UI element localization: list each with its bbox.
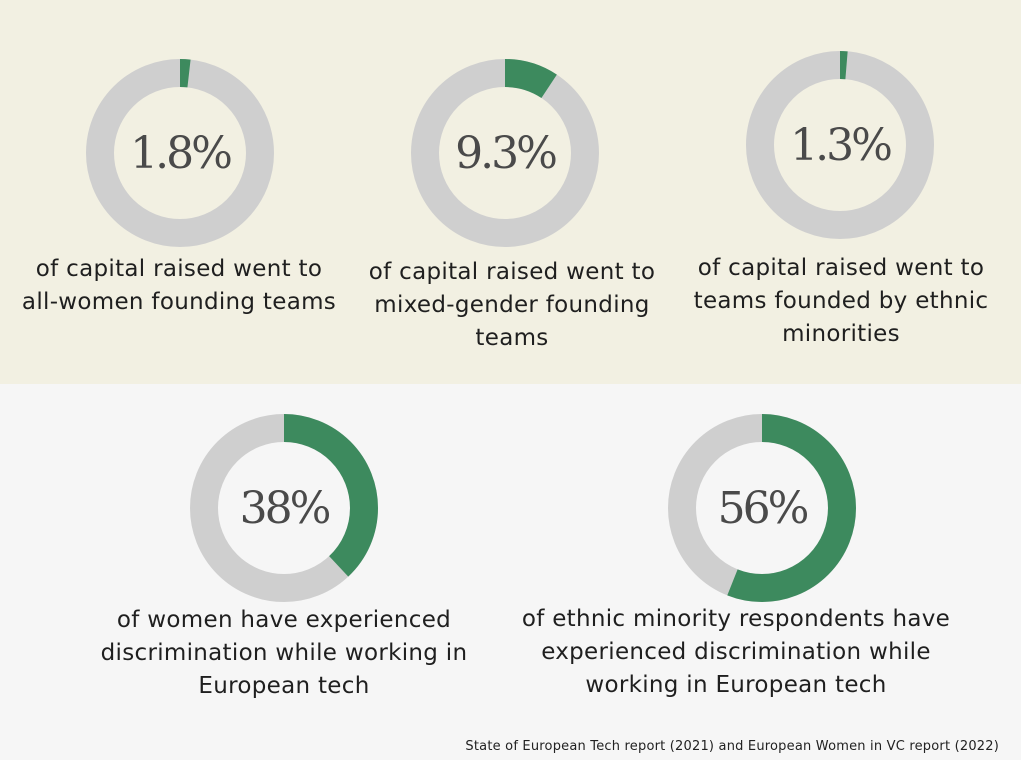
donut-mixed-gender-teams: 9.3% xyxy=(411,59,599,247)
bottom-section-background xyxy=(0,384,1021,760)
donut-percent-label: 1.3% xyxy=(790,120,891,171)
donut-percent-label: 56% xyxy=(718,483,808,534)
donut-value-arc xyxy=(746,51,934,239)
caption-mixed-gender-teams: of capital raised went to mixed-gender f… xyxy=(368,259,656,351)
donut-value-arc xyxy=(86,59,274,247)
donut-value-arc xyxy=(411,59,599,247)
donut-ethnic-minority-discrimination: 56% xyxy=(668,414,856,602)
donut-women-discrimination: 38% xyxy=(190,414,378,602)
caption-ethnic-minority-teams: of capital raised went to teams founded … xyxy=(693,255,989,347)
caption-women-discrimination: of women have experienced discrimination… xyxy=(100,607,468,699)
donut-percent-label: 38% xyxy=(240,483,330,534)
donut-value-arc xyxy=(668,414,856,602)
caption-all-women-teams: of capital raised went to all-women foun… xyxy=(21,256,337,315)
donut-percent-label: 9.3% xyxy=(455,128,556,179)
donut-value-arc xyxy=(190,414,378,602)
source-note: State of European Tech report (2021) and… xyxy=(465,739,999,754)
donut-all-women-teams: 1.8% xyxy=(86,59,274,247)
donut-percent-label: 1.8% xyxy=(130,128,231,179)
caption-ethnic-minority-discrimination: of ethnic minority respondents have expe… xyxy=(521,606,951,698)
donut-ethnic-minority-teams: 1.3% xyxy=(746,51,934,239)
